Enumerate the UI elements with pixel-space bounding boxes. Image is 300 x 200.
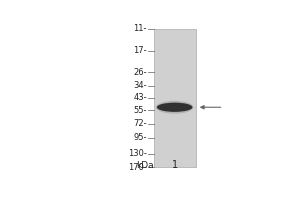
Text: 11-: 11-	[133, 24, 147, 33]
Ellipse shape	[156, 101, 194, 114]
Text: 130-: 130-	[128, 149, 147, 158]
Ellipse shape	[157, 103, 193, 112]
Text: 95-: 95-	[133, 133, 147, 142]
Text: 170-: 170-	[128, 163, 147, 172]
Text: 17-: 17-	[133, 46, 147, 55]
Text: kDa: kDa	[136, 161, 153, 170]
Text: 34-: 34-	[133, 81, 147, 90]
Text: 55-: 55-	[133, 106, 147, 115]
FancyBboxPatch shape	[154, 29, 196, 167]
Text: 1: 1	[172, 160, 178, 170]
Text: 26-: 26-	[133, 68, 147, 77]
Text: 72-: 72-	[133, 119, 147, 128]
Text: 43-: 43-	[133, 93, 147, 102]
